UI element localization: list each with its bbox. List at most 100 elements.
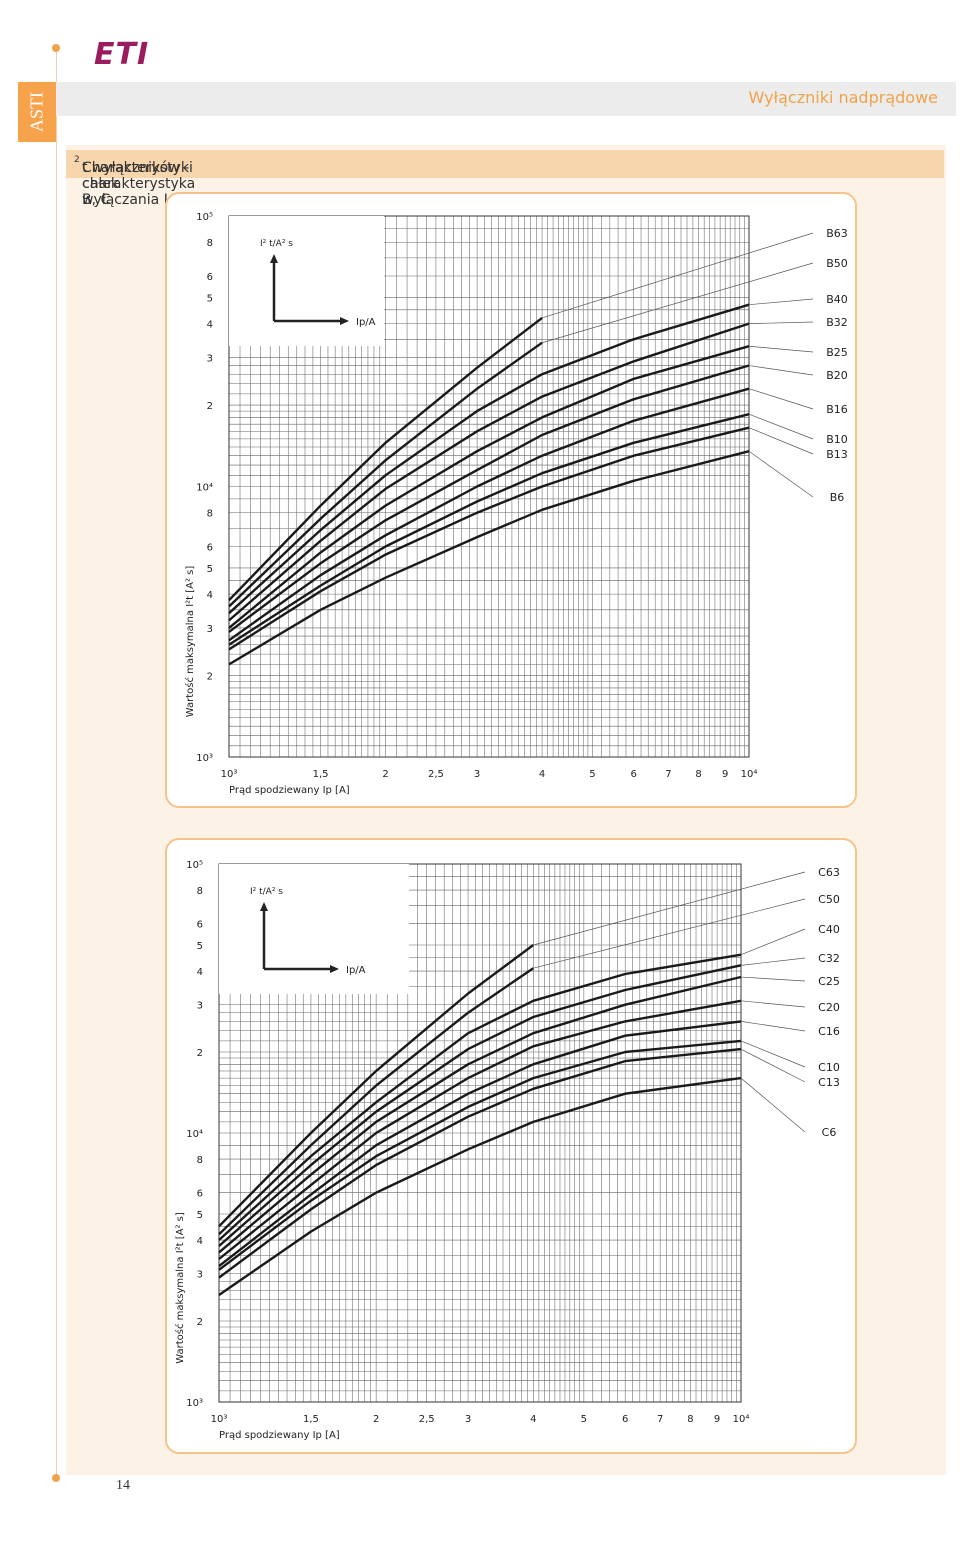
series-line-b50 <box>228 341 543 608</box>
x-tick-label: 1,5 <box>303 1414 319 1425</box>
x-tick-label: 10⁴ <box>741 769 758 780</box>
section-title-post: t wyłączników - charakterystyka B, C <box>82 160 196 208</box>
series-line-b32 <box>228 322 750 622</box>
y-tick-label: 10⁵ <box>186 860 203 871</box>
x-tick-label: 2,5 <box>419 1414 435 1425</box>
y-tick-label: 5 <box>207 293 213 304</box>
y-tick-label: 10⁴ <box>196 483 213 494</box>
chart-b: I² t/A² s Ip/A 10³ 2 3 4 5 6 8 10⁴ 2 3 4 5 6 8 10⁵ 10³ 1,5… <box>184 212 848 796</box>
leader-line <box>740 1077 806 1133</box>
series-line-b13 <box>228 426 750 651</box>
inset-x-arrow <box>340 317 349 325</box>
leader-line <box>740 957 806 966</box>
y-tick-label: 4 <box>207 590 213 601</box>
leader-line <box>740 1021 806 1032</box>
inset-y-label: I² t/A² s <box>260 239 293 249</box>
y-tick-label: 6 <box>207 272 213 283</box>
leader-line <box>740 928 806 956</box>
header-bar: Wyłączniki nadprądowe <box>56 82 956 116</box>
x-tick-label: 7 <box>657 1414 663 1425</box>
leader-line <box>748 321 814 324</box>
page-number: 14 <box>116 1478 130 1493</box>
series-line-b10 <box>228 413 750 646</box>
series-line-b40 <box>228 303 750 615</box>
y-tick-label: 4 <box>207 320 213 331</box>
x-tick-label: 10³ <box>221 769 238 780</box>
inset-x-arrow <box>330 965 339 973</box>
legend-label-b40: B40 <box>826 293 848 306</box>
legend-label-c16: C16 <box>818 1025 840 1038</box>
x-tick-label: 3 <box>465 1414 471 1425</box>
y-tick-label: 6 <box>197 920 203 931</box>
y-tick-label: 2 <box>207 672 213 683</box>
leader-line <box>541 262 814 344</box>
y-tick-label: 2 <box>207 401 213 412</box>
leader-line <box>740 1048 806 1083</box>
legend-label-c10: C10 <box>818 1061 840 1074</box>
legend-label-b32: B32 <box>826 316 848 329</box>
side-tab: ASTI <box>18 82 56 142</box>
legend-label-c25: C25 <box>818 975 840 988</box>
y-tick-label: 3 <box>207 353 213 364</box>
leader-line <box>748 450 814 498</box>
series-lines <box>218 871 806 1296</box>
series-line-c6 <box>218 1076 742 1296</box>
series-line-c13 <box>218 1047 742 1279</box>
legend-label-c63: C63 <box>818 866 840 879</box>
chart-panel-b: I² t/A² s Ip/A 10³ 2 3 4 5 6 8 10⁴ 2 3 4 5 6 8 10⁵ 10³ 1,5… <box>165 192 857 808</box>
decorative-line <box>56 48 57 1478</box>
y-tick-label: 2 <box>197 1048 203 1059</box>
legend-label-b25: B25 <box>826 346 848 359</box>
inset-x-label: Ip/A <box>346 965 366 976</box>
inset: I² t/A² s Ip/A <box>229 216 384 346</box>
x-tick-label: 5 <box>581 1414 587 1425</box>
y-tick-label: 8 <box>197 1155 203 1166</box>
y-tick-label: 8 <box>207 509 213 520</box>
legend-label-b20: B20 <box>826 369 848 382</box>
y-tick-label: 6 <box>197 1189 203 1200</box>
leader-line <box>533 898 806 969</box>
x-tick-label: 2 <box>373 1414 379 1425</box>
y-tick-label: 5 <box>207 564 213 575</box>
legend-label-c32: C32 <box>818 952 840 965</box>
legend-label-b10: B10 <box>826 433 848 446</box>
x-tick-label: 10³ <box>211 1414 228 1425</box>
y-tick-label: 4 <box>197 1236 203 1247</box>
series-line-c16 <box>218 1020 742 1268</box>
series-lines <box>228 232 814 666</box>
legend-label-c13: C13 <box>818 1076 840 1089</box>
inset-y-label: I² t/A² s <box>250 887 283 897</box>
bottom-dot <box>52 1474 60 1482</box>
y-tick-label: 10⁴ <box>186 1129 203 1140</box>
legend-label-c6: C6 <box>822 1126 837 1139</box>
side-tab-label: ASTI <box>26 92 47 132</box>
y-tick-label: 10⁵ <box>196 212 213 223</box>
leader-line <box>748 365 814 376</box>
legend-label-b63: B63 <box>826 227 848 240</box>
series-line-c63 <box>218 944 535 1228</box>
leader-line <box>740 1000 806 1008</box>
inset-x-label: Ip/A <box>356 317 376 328</box>
y-tick-label: 8 <box>207 238 213 249</box>
x-tick-label: 9 <box>714 1414 720 1425</box>
inset-box <box>229 216 384 346</box>
y-tick-label: 5 <box>197 1210 203 1221</box>
series-line-b63 <box>228 316 543 602</box>
x-tick-label: 6 <box>630 769 636 780</box>
x-tick-label: 9 <box>722 769 728 780</box>
series-line-b20 <box>228 364 750 633</box>
section-title-sup: 2 <box>74 155 80 165</box>
chart-c: I² t/A² s Ip/A 10³ 2 3 4 5 6 8 10⁴ 2 3 4 5 6 8 10⁵ 10³ 1,5… <box>174 860 840 1441</box>
x-tick-label: 5 <box>589 769 595 780</box>
x-tick-label: 6 <box>622 1414 628 1425</box>
series-line-c40 <box>218 953 742 1241</box>
inset: I² t/A² s Ip/A <box>219 864 409 994</box>
y-tick-label: 3 <box>207 624 213 635</box>
series-line-c25 <box>218 975 742 1254</box>
y-tick-label: 8 <box>197 886 203 897</box>
leader-line <box>748 427 814 455</box>
y-tick-label: 3 <box>197 1270 203 1281</box>
x-axis-label: Prąd spodziewany Ip [A] <box>219 1430 340 1441</box>
x-tick-label: 4 <box>530 1414 536 1425</box>
